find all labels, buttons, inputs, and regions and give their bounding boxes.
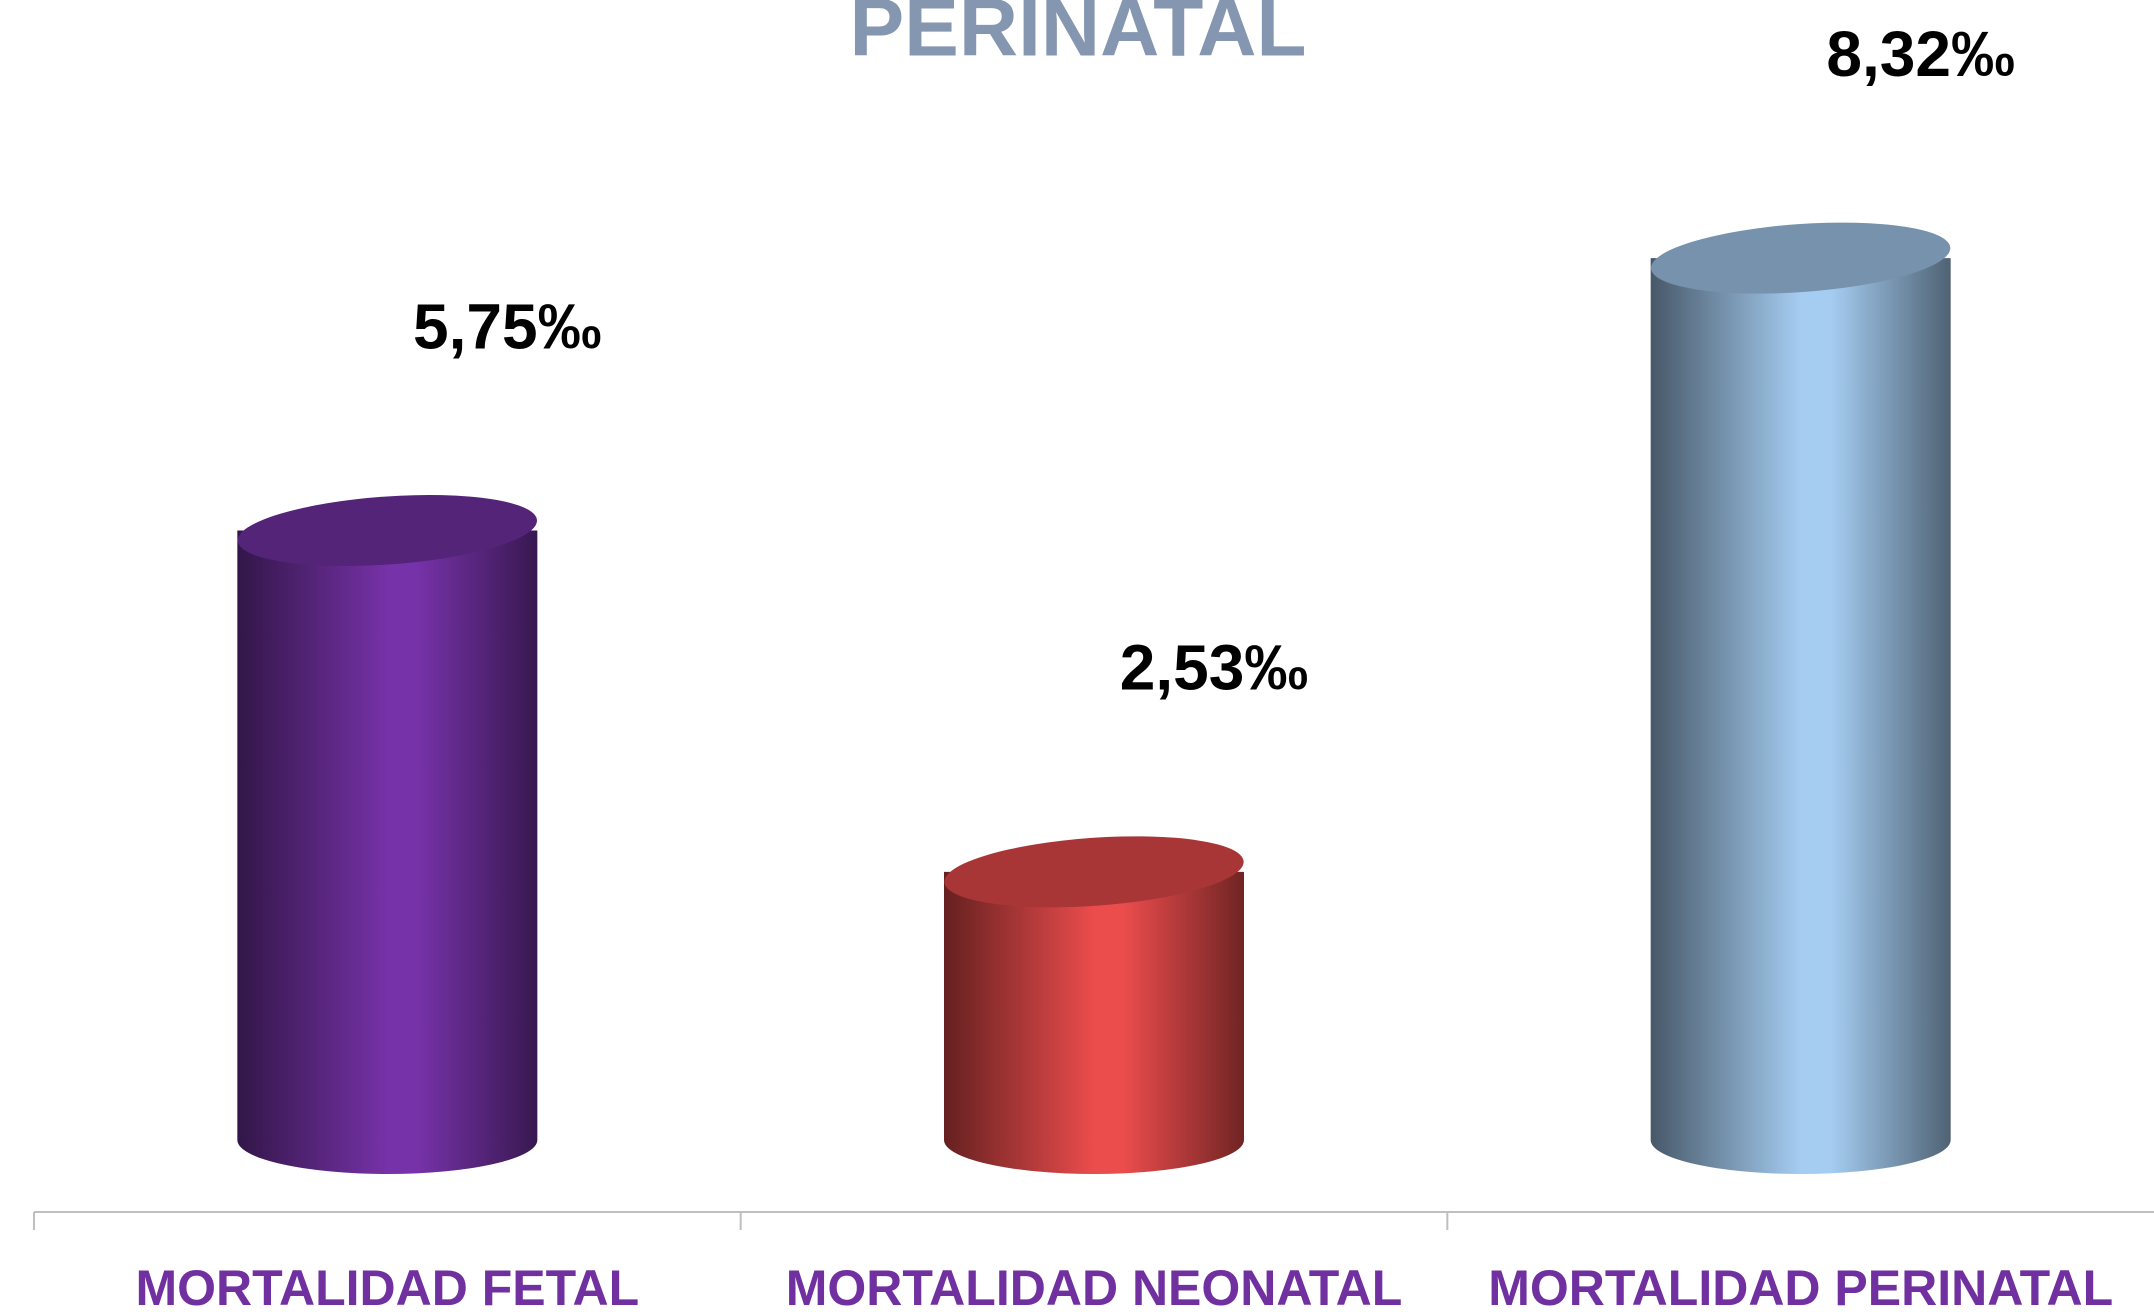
chart-title: PERINATAL: [849, 0, 1306, 74]
bar: [944, 871, 1244, 1174]
data-label: 5,75‰: [413, 290, 602, 362]
bar-top: [944, 836, 1244, 908]
bar-top: [237, 495, 537, 566]
data-label: 8,32‰: [1826, 18, 2015, 90]
bar-top: [1651, 222, 1951, 294]
data-label: 2,53‰: [1120, 632, 1309, 704]
x-tick-label: MORTALIDAD NEONATAL: [786, 1260, 1403, 1312]
bar: [1650, 258, 1951, 1175]
x-tick-label: MORTALIDAD FETAL: [136, 1260, 640, 1312]
bar: [237, 530, 538, 1174]
x-tick-label: MORTALIDAD PERINATAL: [1488, 1260, 2113, 1312]
